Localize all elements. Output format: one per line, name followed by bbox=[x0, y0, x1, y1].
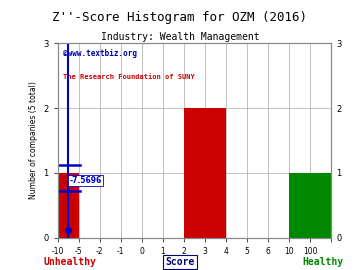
Bar bbox=[58, 173, 78, 238]
Text: Industry: Wealth Management: Industry: Wealth Management bbox=[101, 32, 259, 42]
Text: Unhealthy: Unhealthy bbox=[43, 257, 96, 267]
Text: The Research Foundation of SUNY: The Research Foundation of SUNY bbox=[63, 74, 195, 80]
Text: Healthy: Healthy bbox=[302, 257, 343, 267]
Text: ©www.textbiz.org: ©www.textbiz.org bbox=[63, 49, 137, 58]
Text: Z''-Score Histogram for OZM (2016): Z''-Score Histogram for OZM (2016) bbox=[53, 11, 307, 24]
Bar bbox=[289, 173, 310, 238]
Text: Score: Score bbox=[165, 257, 195, 267]
Text: -7.5696: -7.5696 bbox=[69, 176, 102, 185]
Y-axis label: Number of companies (5 total): Number of companies (5 total) bbox=[29, 82, 38, 199]
Bar bbox=[184, 108, 226, 238]
Bar bbox=[310, 173, 331, 238]
